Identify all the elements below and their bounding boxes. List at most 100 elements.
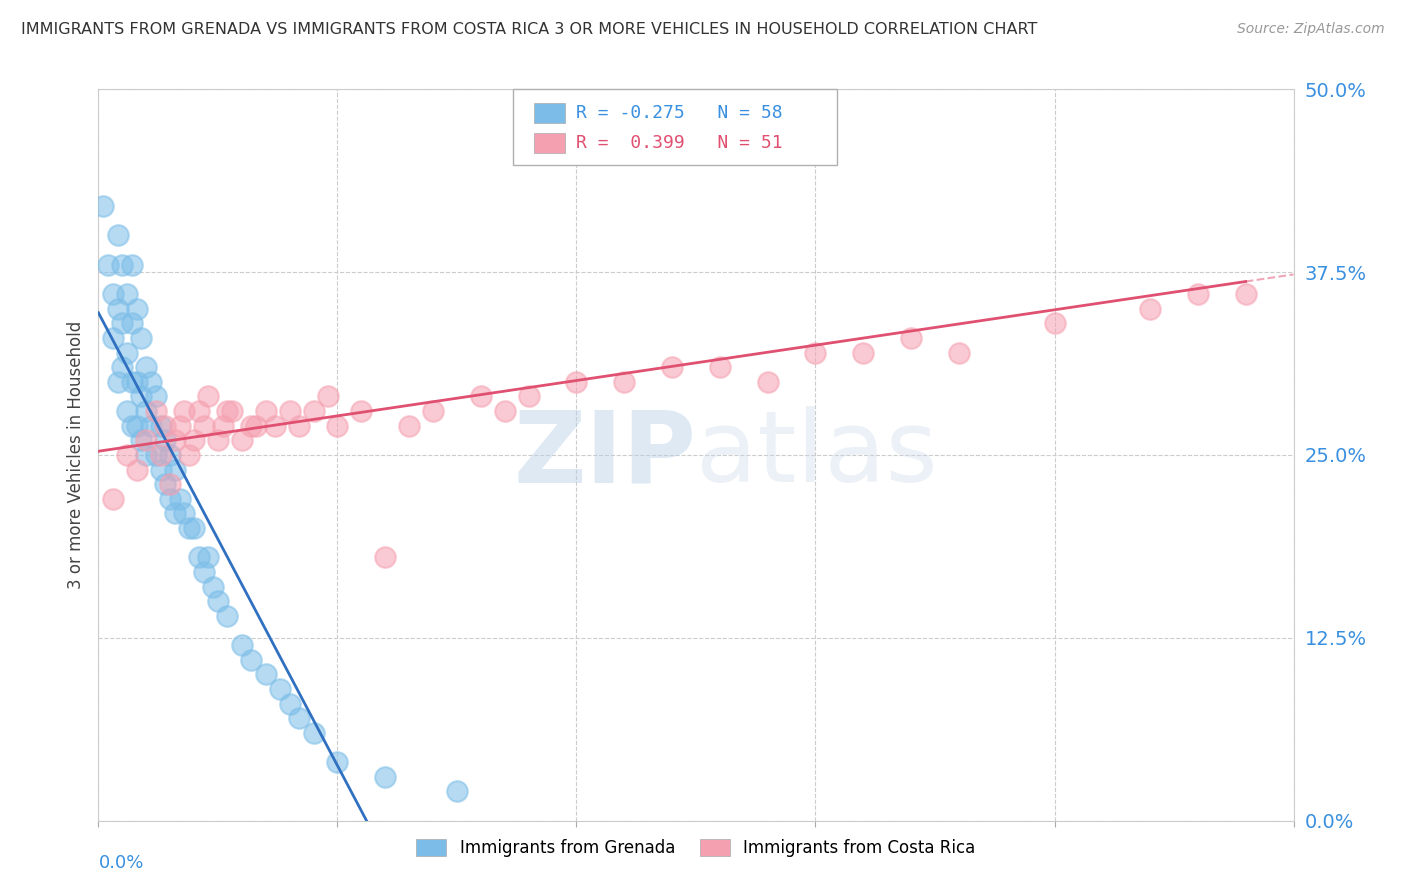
Point	[302, 726, 325, 740]
Point	[101, 287, 124, 301]
Point	[149, 462, 172, 476]
Point	[183, 434, 205, 448]
Text: 0.0%: 0.0%	[98, 854, 143, 871]
Point	[948, 345, 970, 359]
Point	[852, 345, 875, 359]
Y-axis label: 3 or more Vehicles in Household: 3 or more Vehicles in Household	[66, 321, 84, 589]
Point	[163, 434, 186, 448]
Point	[900, 331, 922, 345]
Point	[115, 287, 138, 301]
Point	[121, 418, 143, 433]
Point	[756, 375, 779, 389]
Point	[254, 667, 277, 681]
Point	[269, 681, 291, 696]
Legend: Immigrants from Grenada, Immigrants from Costa Rica: Immigrants from Grenada, Immigrants from…	[409, 832, 983, 863]
Point	[613, 375, 636, 389]
Point	[139, 375, 162, 389]
Point	[302, 404, 325, 418]
Point	[121, 258, 143, 272]
Point	[111, 258, 134, 272]
Point	[139, 418, 162, 433]
Text: R = -0.275   N = 58: R = -0.275 N = 58	[576, 104, 783, 122]
Point	[121, 375, 143, 389]
Point	[211, 418, 233, 433]
Point	[149, 448, 172, 462]
Text: Source: ZipAtlas.com: Source: ZipAtlas.com	[1237, 22, 1385, 37]
Point	[207, 434, 229, 448]
Point	[101, 331, 124, 345]
Point	[125, 301, 148, 316]
Point	[91, 199, 114, 213]
Point	[125, 418, 148, 433]
Point	[173, 507, 195, 521]
Point	[179, 521, 201, 535]
Point	[1234, 287, 1257, 301]
Point	[135, 404, 157, 418]
Point	[288, 418, 311, 433]
Point	[231, 434, 253, 448]
Point	[101, 491, 124, 506]
Point	[245, 418, 267, 433]
Point	[709, 360, 731, 375]
Point	[145, 389, 167, 403]
Point	[145, 404, 167, 418]
Point	[115, 448, 138, 462]
Point	[231, 638, 253, 652]
Point	[125, 375, 148, 389]
Point	[288, 711, 311, 725]
Point	[115, 404, 138, 418]
Point	[517, 389, 540, 403]
Point	[187, 404, 209, 418]
Point	[131, 331, 153, 345]
Point	[187, 550, 209, 565]
Point	[1187, 287, 1209, 301]
Text: atlas: atlas	[696, 407, 938, 503]
Point	[217, 608, 239, 623]
Point	[350, 404, 373, 418]
Point	[179, 448, 201, 462]
Point	[193, 565, 215, 579]
Point	[135, 434, 157, 448]
Point	[202, 580, 225, 594]
Point	[326, 755, 349, 769]
Point	[661, 360, 683, 375]
Point	[107, 301, 129, 316]
Point	[240, 653, 263, 667]
Point	[422, 404, 444, 418]
Point	[135, 360, 157, 375]
Point	[115, 345, 138, 359]
Point	[163, 507, 186, 521]
Point	[374, 770, 396, 784]
Point	[193, 418, 215, 433]
Point	[111, 360, 134, 375]
Point	[398, 418, 420, 433]
Point	[197, 550, 219, 565]
Point	[159, 491, 181, 506]
Point	[163, 462, 186, 476]
Point	[169, 491, 191, 506]
Point	[197, 389, 219, 403]
Point	[145, 448, 167, 462]
Point	[804, 345, 827, 359]
Point	[470, 389, 492, 403]
Text: ZIP: ZIP	[513, 407, 696, 503]
Point	[240, 418, 263, 433]
Point	[278, 404, 301, 418]
Point	[169, 418, 191, 433]
Point	[159, 448, 181, 462]
Point	[183, 521, 205, 535]
Point	[131, 434, 153, 448]
Point	[111, 316, 134, 330]
Point	[159, 477, 181, 491]
Point	[121, 316, 143, 330]
Point	[316, 389, 339, 403]
Point	[221, 404, 243, 418]
Point	[326, 418, 349, 433]
Text: IMMIGRANTS FROM GRENADA VS IMMIGRANTS FROM COSTA RICA 3 OR MORE VEHICLES IN HOUS: IMMIGRANTS FROM GRENADA VS IMMIGRANTS FR…	[21, 22, 1038, 37]
Point	[135, 448, 157, 462]
Text: R =  0.399   N = 51: R = 0.399 N = 51	[576, 134, 783, 152]
Point	[155, 477, 177, 491]
Point	[446, 784, 468, 798]
Point	[1043, 316, 1066, 330]
Point	[278, 697, 301, 711]
